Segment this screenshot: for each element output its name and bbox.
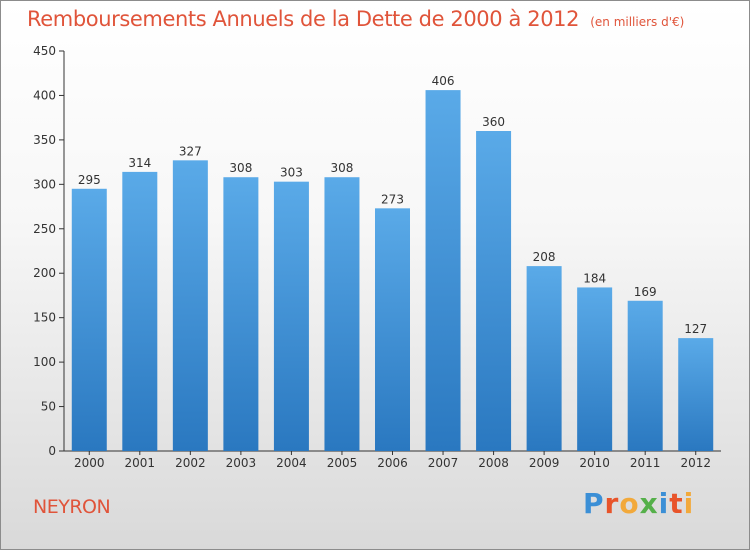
chart-title: Remboursements Annuels de la Dette de 20… bbox=[27, 7, 580, 31]
bar bbox=[678, 338, 714, 451]
y-tick-label: 450 bbox=[33, 44, 56, 58]
y-tick-label: 150 bbox=[33, 311, 56, 325]
x-tick-label: 2001 bbox=[125, 456, 156, 470]
bar bbox=[375, 208, 410, 451]
x-tick-label: 2002 bbox=[175, 456, 206, 470]
x-tick-label: 2005 bbox=[327, 456, 358, 470]
y-tick-label: 100 bbox=[33, 355, 56, 369]
data-label: 308 bbox=[229, 161, 252, 175]
x-tick-label: 2006 bbox=[377, 456, 408, 470]
x-tick-label: 2009 bbox=[529, 456, 560, 470]
logo-letter: o bbox=[619, 487, 640, 520]
data-label: 169 bbox=[634, 285, 657, 299]
data-label: 273 bbox=[381, 192, 404, 206]
y-tick-label: 400 bbox=[33, 88, 56, 102]
logo-letter: t bbox=[669, 487, 684, 520]
bar bbox=[425, 90, 461, 451]
x-tick-label: 2011 bbox=[630, 456, 661, 470]
logo-letter: x bbox=[639, 487, 659, 520]
x-tick-label: 2000 bbox=[74, 456, 105, 470]
x-tick-label: 2004 bbox=[276, 456, 307, 470]
x-tick-label: 2003 bbox=[226, 456, 257, 470]
x-tick-label: 2007 bbox=[428, 456, 459, 470]
city-name: NEYRON bbox=[33, 496, 111, 518]
y-tick-label: 50 bbox=[41, 400, 56, 414]
data-label: 208 bbox=[533, 250, 556, 264]
bar bbox=[122, 171, 158, 451]
bar bbox=[71, 188, 107, 451]
x-tick-label: 2012 bbox=[680, 456, 711, 470]
logo-letter: i bbox=[683, 487, 695, 520]
data-label: 308 bbox=[331, 161, 354, 175]
bar bbox=[172, 160, 208, 452]
logo-letter: r bbox=[604, 487, 620, 520]
bar bbox=[526, 266, 562, 451]
x-tick-label: 2010 bbox=[579, 456, 610, 470]
logo-letter: i bbox=[658, 487, 670, 520]
data-label: 127 bbox=[684, 322, 707, 336]
chart-unit: (en milliers d'€) bbox=[590, 15, 685, 29]
y-tick-label: 300 bbox=[33, 177, 56, 191]
proxiti-logo: Proxiti bbox=[583, 487, 694, 520]
y-tick-label: 350 bbox=[33, 133, 56, 147]
bar bbox=[476, 131, 512, 451]
bar bbox=[223, 177, 259, 451]
data-label: 327 bbox=[179, 144, 202, 158]
chart-title-block: Remboursements Annuels de la Dette de 20… bbox=[27, 7, 684, 31]
x-tick-label: 2008 bbox=[478, 456, 509, 470]
data-label: 184 bbox=[583, 271, 606, 285]
bar bbox=[627, 300, 663, 451]
bar bbox=[577, 287, 613, 451]
data-label: 303 bbox=[280, 166, 303, 180]
data-label: 406 bbox=[432, 74, 455, 88]
y-tick-label: 250 bbox=[33, 222, 56, 236]
bar bbox=[324, 177, 360, 451]
y-tick-label: 200 bbox=[33, 266, 56, 280]
logo-letter: P bbox=[583, 487, 605, 520]
data-label: 314 bbox=[128, 156, 151, 170]
bar bbox=[273, 181, 309, 451]
data-label: 295 bbox=[78, 173, 101, 187]
data-label: 360 bbox=[482, 115, 505, 129]
y-tick-label: 0 bbox=[48, 444, 56, 458]
